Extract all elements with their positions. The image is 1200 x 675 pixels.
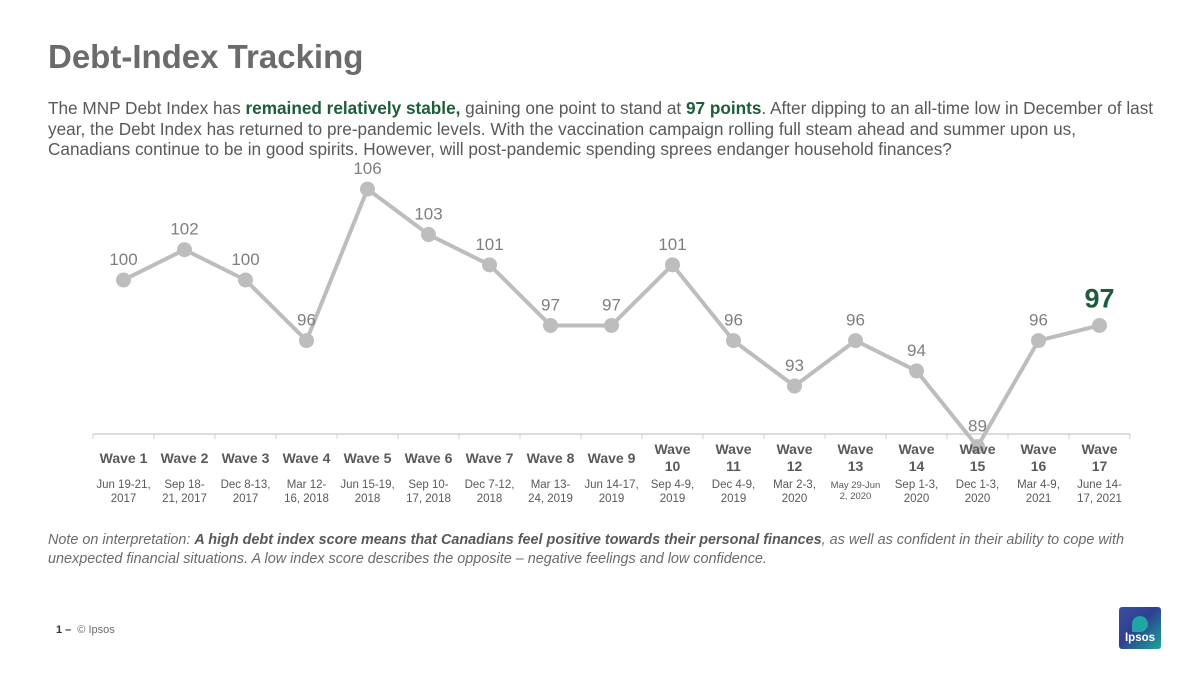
data-label: 94 xyxy=(907,341,926,360)
category-label: Wave 9 xyxy=(588,450,636,466)
data-label: 103 xyxy=(414,205,442,224)
date-label: Mar 4-9, 2021 xyxy=(1017,479,1060,505)
date-label: Dec 4-9, 2019 xyxy=(712,479,755,505)
date-label: June 14-17, 2021 xyxy=(1077,479,1122,505)
date-label: Mar 2-3, 2020 xyxy=(773,479,816,505)
data-label: 97 xyxy=(541,295,560,314)
date-label: May 29-Jun 2, 2020 xyxy=(831,480,881,502)
data-point xyxy=(299,333,314,349)
data-point xyxy=(421,227,436,243)
intro-highlight-stable: remained relatively stable, xyxy=(245,98,461,118)
intro-paragraph: The MNP Debt Index has remained relative… xyxy=(48,98,1158,160)
date-label: Mar 12-16, 2018 xyxy=(284,479,329,505)
category-label: Wave 3 xyxy=(222,450,270,466)
interpretation-note: Note on interpretation: A high debt inde… xyxy=(48,531,1158,568)
intro-text-3: . After dipping to an all-time low in De… xyxy=(48,98,1154,159)
date-label: Sep 18-21, 2017 xyxy=(162,479,207,505)
footer: 1 – © Ipsos xyxy=(56,624,115,636)
data-label: 101 xyxy=(475,235,503,254)
date-label: Dec 7-12, 2018 xyxy=(465,479,515,505)
data-point xyxy=(1031,333,1046,349)
data-point xyxy=(909,363,924,379)
data-point xyxy=(665,257,680,273)
category-label: Wave 6 xyxy=(405,450,453,466)
category-label: Wave 12 xyxy=(776,441,812,474)
data-label: 96 xyxy=(1029,311,1048,330)
data-label: 96 xyxy=(724,311,743,330)
data-label: 97 xyxy=(1084,283,1114,313)
intro-text-2: gaining one point to stand at xyxy=(460,98,686,118)
category-label: Wave 2 xyxy=(161,450,209,466)
category-label: Wave 16 xyxy=(1020,441,1056,474)
data-point xyxy=(787,378,802,394)
intro-text-1: The MNP Debt Index has xyxy=(48,98,246,118)
data-point xyxy=(360,181,375,197)
series-line xyxy=(122,187,1100,449)
date-label: Sep 1-3, 2020 xyxy=(895,479,938,505)
note-bold: A high debt index score means that Canad… xyxy=(194,532,822,548)
data-point xyxy=(970,439,985,455)
date-label: Jun 14-17, 2019 xyxy=(584,479,638,505)
date-label: Mar 13-24, 2019 xyxy=(528,479,573,505)
category-label: Wave 5 xyxy=(344,450,392,466)
date-label: Dec 8-13, 2017 xyxy=(221,479,271,505)
ipsos-logo: Ipsos xyxy=(1119,607,1161,649)
category-label: Wave 13 xyxy=(837,441,873,474)
data-label: 100 xyxy=(231,250,259,269)
category-label: Wave 1 xyxy=(100,450,148,466)
data-point xyxy=(116,272,131,288)
debt-index-line-chart: 100 102 100 96 106 103 101 97 97 101 96 93 96 94 89 96 9… xyxy=(92,159,1131,505)
page-number: 1 – xyxy=(56,624,72,636)
category-label: Wave 7 xyxy=(466,450,514,466)
date-label: Jun 19-21, 2017 xyxy=(96,479,150,505)
data-label: 89 xyxy=(968,417,987,436)
data-point xyxy=(238,272,253,288)
data-point xyxy=(177,242,192,258)
date-label: Jun 15-19, 2018 xyxy=(340,479,394,505)
note-lead: Note on interpretation: xyxy=(48,532,195,548)
category-label: Wave 11 xyxy=(715,441,751,474)
category-label: Wave 15 xyxy=(959,441,995,474)
data-point xyxy=(848,333,863,349)
logo-text: Ipsos xyxy=(1124,632,1156,644)
category-label: Wave 4 xyxy=(283,450,331,466)
date-label: Sep 10-17, 2018 xyxy=(406,479,451,505)
data-label: 93 xyxy=(785,356,804,375)
data-label: 102 xyxy=(170,220,198,239)
category-label: Wave 10 xyxy=(654,441,690,474)
data-point xyxy=(482,257,497,273)
note-rest: , as well as confident in their ability … xyxy=(48,532,1124,567)
page-title: Debt-Index Tracking xyxy=(48,38,364,75)
logo-mark-icon xyxy=(1132,616,1148,632)
data-label: 106 xyxy=(353,159,381,178)
date-label: Dec 1-3, 2020 xyxy=(956,479,999,505)
data-point xyxy=(1092,317,1107,333)
data-point xyxy=(726,333,741,349)
intro-highlight-points: 97 points xyxy=(685,98,762,118)
data-point xyxy=(604,317,619,333)
data-label: 100 xyxy=(109,250,137,269)
data-label: 101 xyxy=(658,235,686,254)
category-label: Wave 14 xyxy=(898,441,934,474)
data-point xyxy=(543,317,558,333)
category-label: Wave 8 xyxy=(527,450,575,466)
data-label: 97 xyxy=(602,295,621,314)
data-label: 96 xyxy=(297,311,316,330)
data-label: 96 xyxy=(846,311,865,330)
category-label: Wave 17 xyxy=(1081,441,1117,474)
date-label: Sep 4-9, 2019 xyxy=(651,479,694,505)
copyright: © Ipsos xyxy=(77,624,115,636)
